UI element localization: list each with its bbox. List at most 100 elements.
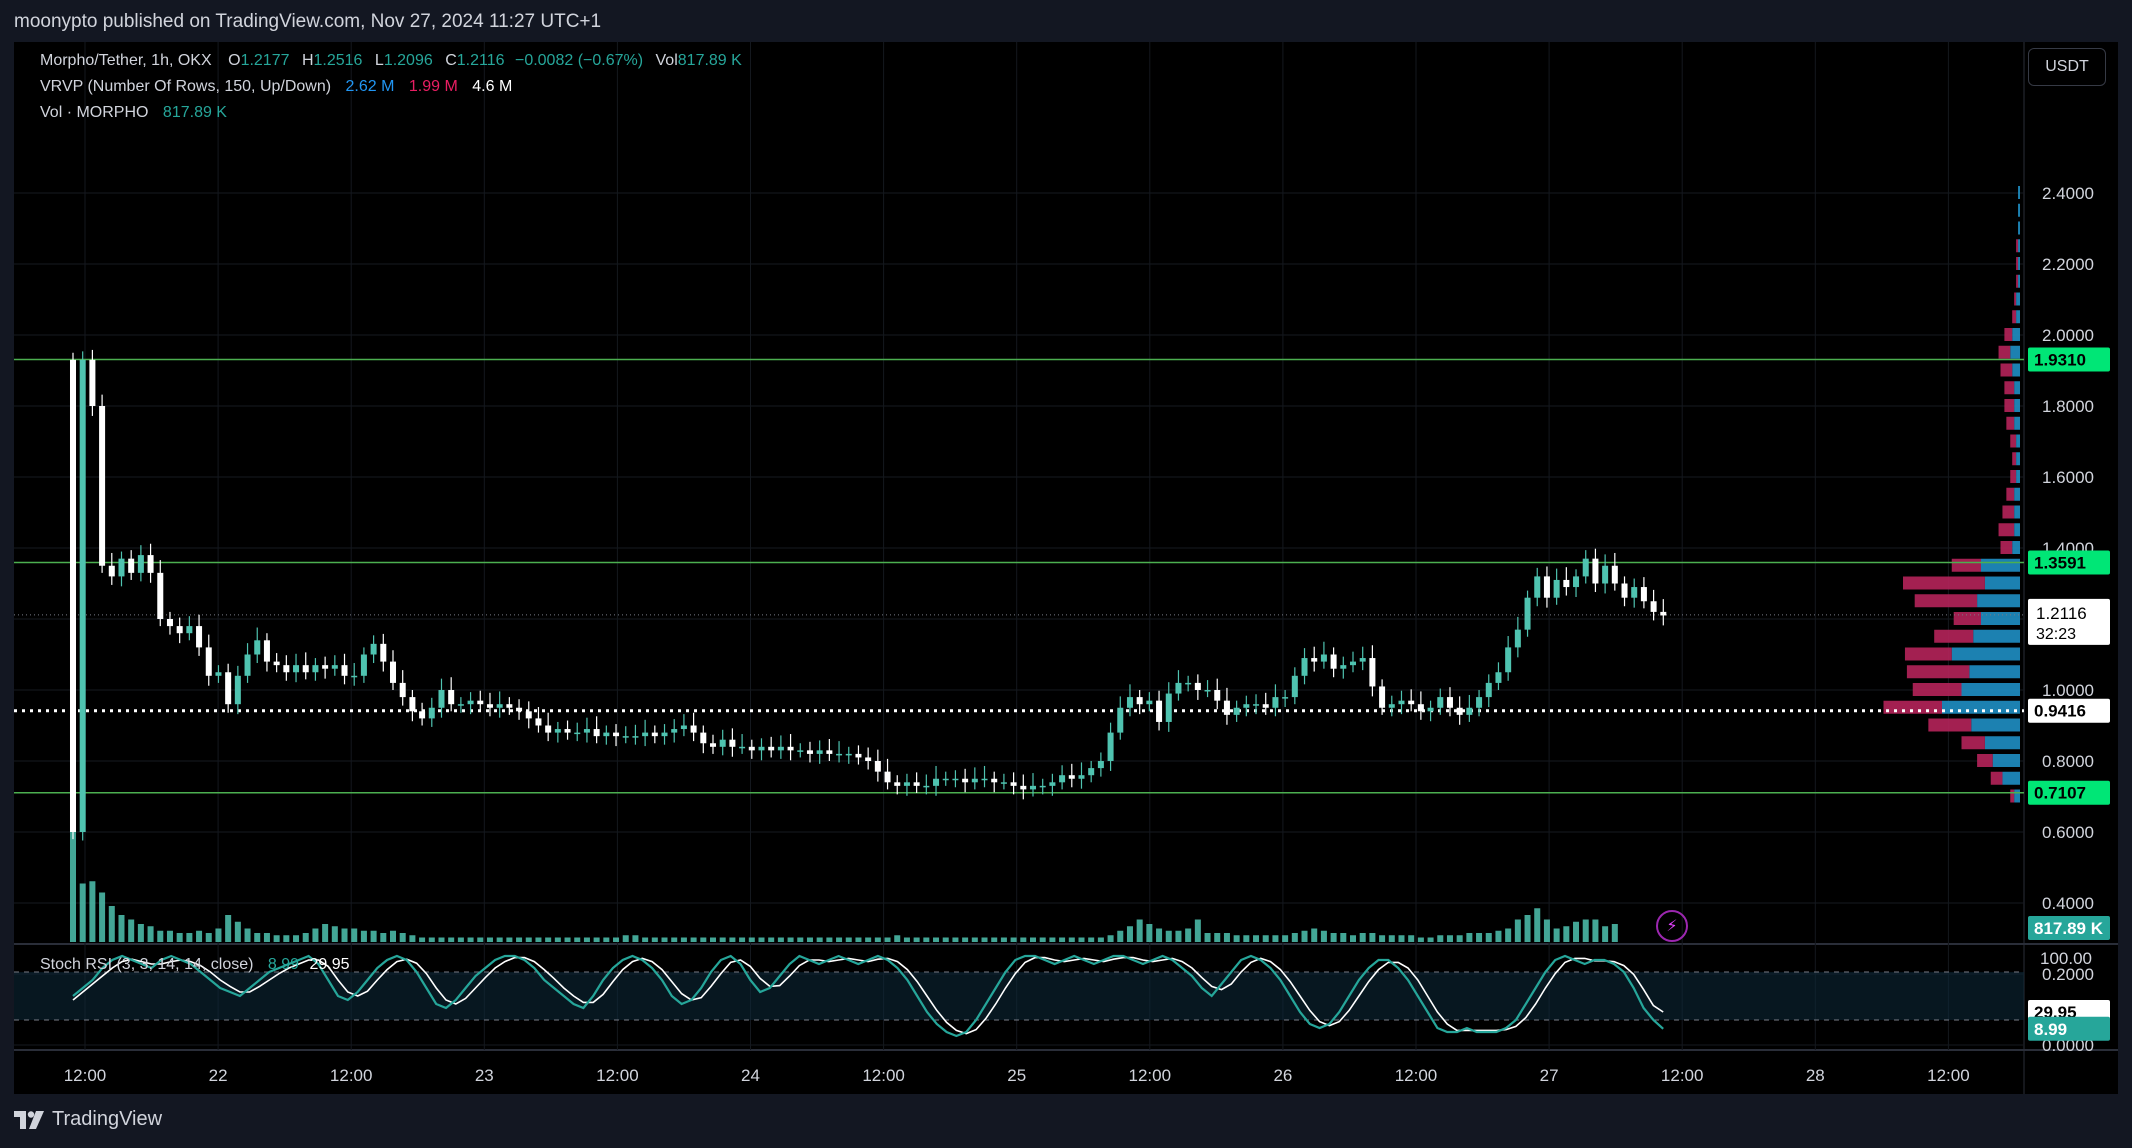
- volume-bar: [128, 919, 135, 942]
- vrvp-profile: [1883, 186, 2020, 803]
- currency-button[interactable]: USDT: [2028, 48, 2106, 86]
- candle-body: [1117, 707, 1124, 733]
- volume-legend[interactable]: Vol · MORPHO 817.89 K: [40, 104, 227, 122]
- volume-bar: [574, 937, 581, 942]
- stoch-legend[interactable]: Stoch RSI (3, 3, 14, 14, close) 8.99 29.…: [40, 956, 350, 974]
- volume-bar: [661, 937, 668, 942]
- candle-body: [1592, 558, 1599, 584]
- candle-body: [1582, 558, 1589, 577]
- candle-body: [1107, 732, 1114, 761]
- time-axis[interactable]: 12:00 22 12:00 23 12:00 24 12:00 25 12:00 26 12:00…: [64, 1066, 1970, 1085]
- volume-bar: [1388, 935, 1395, 942]
- candle-body: [1204, 690, 1211, 692]
- volume-bar: [1272, 935, 1279, 942]
- volume-bar: [622, 935, 629, 942]
- candle-body: [79, 359, 86, 832]
- symbol-title[interactable]: Morpho/Tether, 1h, OKX: [40, 52, 212, 69]
- volume-bar: [79, 883, 86, 942]
- vrvp-bar-down: [1904, 647, 1952, 661]
- volume-bar: [816, 937, 823, 942]
- volume-bar: [428, 937, 435, 942]
- candle-body: [506, 704, 513, 708]
- candle-body: [1495, 672, 1502, 683]
- volume-bar: [1039, 937, 1046, 942]
- candle-body: [263, 640, 270, 662]
- price-labels: 1.9310 1.3591 0.7107 1.2116 32:23 0.9416 817.8…: [2028, 347, 2110, 1041]
- volume-bar: [215, 928, 222, 942]
- candle-body: [1408, 700, 1415, 705]
- volume-bar: [1233, 935, 1240, 942]
- candle-body: [1156, 700, 1163, 722]
- symbol-legend[interactable]: Morpho/Tether, 1h, OKX O1.2177 H1.2516 L…: [40, 52, 742, 70]
- volume-bar: [1107, 935, 1114, 942]
- candle-body: [1223, 700, 1230, 715]
- vrvp-bar-down: [2004, 328, 2013, 341]
- volume-bar: [89, 881, 96, 942]
- candle-body: [1631, 587, 1638, 598]
- candle-body: [1573, 576, 1580, 588]
- candle-body: [525, 711, 532, 719]
- vrvp-bar-up: [2014, 381, 2020, 395]
- volume-bar: [1485, 933, 1492, 942]
- candle-body: [1000, 782, 1007, 784]
- vrvp-bar-up: [2016, 434, 2020, 448]
- candle-body: [1243, 704, 1250, 708]
- volume-bar: [1301, 930, 1308, 942]
- candle-body: [273, 661, 280, 666]
- volume-bar: [225, 915, 232, 942]
- candle-body: [1097, 761, 1104, 769]
- volume-bar: [1349, 935, 1357, 942]
- volume-bar: [1437, 935, 1444, 942]
- volume-bar: [894, 935, 901, 942]
- vrvp-down-value: 1.99 M: [408, 78, 458, 95]
- x-tick-label: 12:00: [64, 1066, 107, 1085]
- high-value: 1.2516: [313, 52, 363, 69]
- volume-bar: [603, 937, 610, 942]
- candle-body: [661, 732, 668, 737]
- volume-bar: [419, 937, 426, 942]
- volume-bar: [758, 937, 765, 942]
- candle-body: [554, 729, 561, 733]
- vrvp-bar-up: [2016, 310, 2020, 324]
- candle-body: [1068, 775, 1075, 779]
- candle-body: [962, 778, 969, 783]
- candle-body: [1476, 697, 1483, 708]
- level-price-label-bg: [2028, 550, 2110, 575]
- volume-bar: [137, 924, 144, 942]
- candle-body: [128, 558, 135, 573]
- candle-body: [1136, 697, 1143, 705]
- volume-bar: [496, 937, 503, 942]
- vrvp-up-value: 2.62 M: [345, 78, 395, 95]
- candle-body: [351, 675, 358, 678]
- tradingview-logo[interactable]: TradingView: [14, 1108, 162, 1131]
- vrvp-legend[interactable]: VRVP (Number Of Rows, 150, Up/Down) 2.62…: [40, 78, 512, 96]
- volume-bar: [99, 892, 106, 942]
- candle-body: [1320, 654, 1327, 662]
- candle-body: [360, 654, 367, 676]
- volume-bar: [1185, 928, 1192, 942]
- candle-body: [283, 665, 290, 673]
- volume-badge-bg: [2028, 916, 2110, 940]
- candle-body: [690, 725, 697, 733]
- volume-bar: [293, 935, 300, 942]
- y-tick-label: 0.2000: [2042, 965, 2094, 984]
- volume-bar: [244, 928, 251, 942]
- candle-body: [613, 732, 620, 737]
- chart-canvas[interactable]: −0.4000−0.20000.00000.20000.40000.60000.…: [14, 42, 2118, 1094]
- volume-bar: [1398, 935, 1405, 942]
- volume-bar: [1049, 937, 1056, 942]
- vrvp-bar-down: [2016, 257, 2019, 270]
- candle-body: [293, 665, 300, 673]
- chart-frame[interactable]: −0.4000−0.20000.00000.20000.40000.60000.…: [14, 42, 2118, 1094]
- candle-body: [1272, 697, 1279, 708]
- volume-bar: [1359, 933, 1366, 942]
- volume-bar: [322, 924, 329, 942]
- published-text: moonypto published on TradingView.com, N…: [14, 11, 602, 32]
- candle-body: [923, 785, 930, 788]
- lightning-icon[interactable]: ⚡: [1656, 910, 1688, 942]
- x-tick-label: 28: [1806, 1066, 1825, 1085]
- volume-bar: [186, 933, 193, 942]
- close-label: C: [445, 52, 457, 69]
- vrvp-bar-down: [1914, 594, 1978, 608]
- volume-bar: [1582, 919, 1589, 942]
